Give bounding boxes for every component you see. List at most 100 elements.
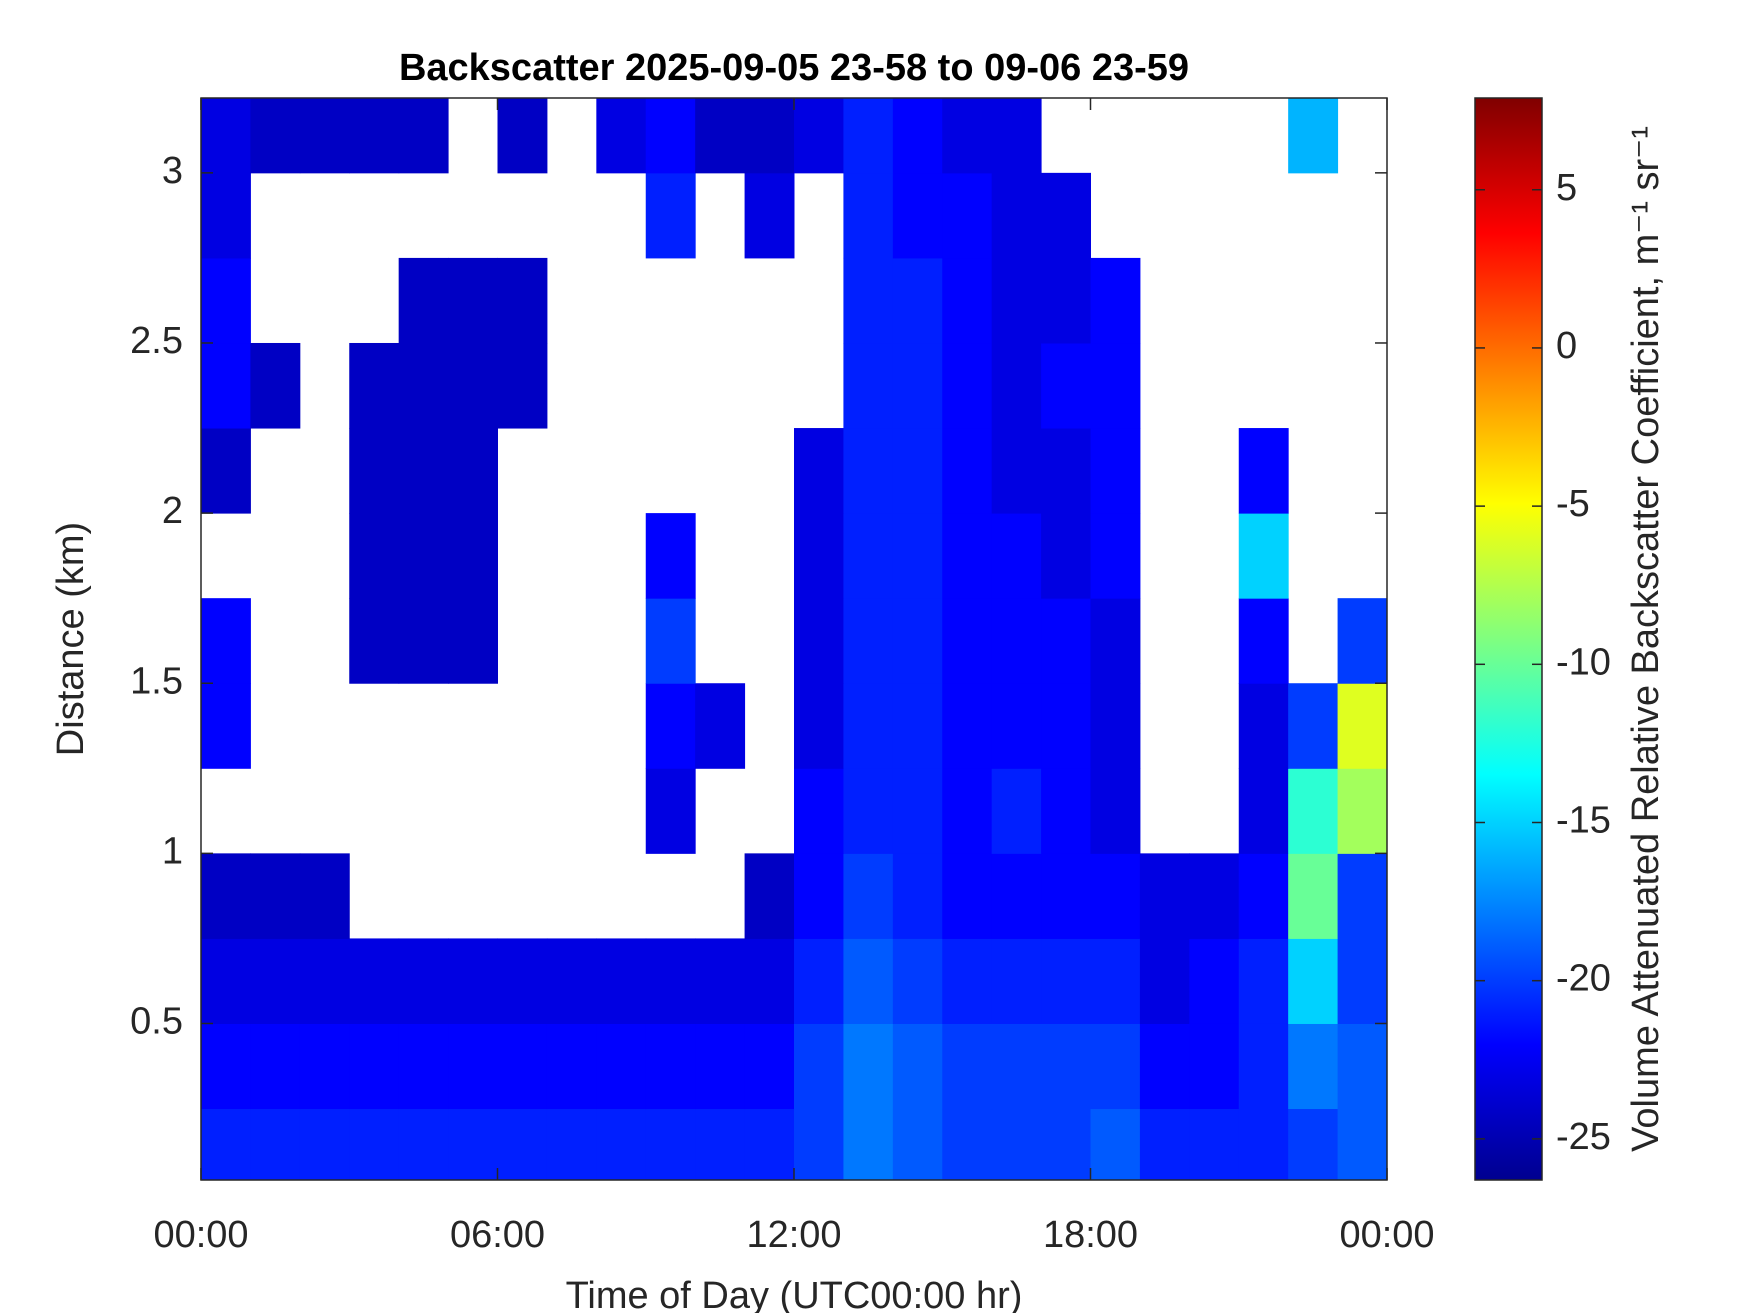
heatmap-cell bbox=[942, 683, 993, 769]
heatmap-cell bbox=[1139, 938, 1190, 1024]
colorbar-tick-label: -20 bbox=[1556, 958, 1611, 1000]
heatmap-cell bbox=[843, 342, 894, 429]
heatmap-cell bbox=[991, 513, 1042, 599]
heatmap-cell bbox=[892, 1108, 943, 1181]
heatmap-cell bbox=[1139, 1023, 1190, 1110]
heatmap-cell bbox=[1041, 683, 1091, 769]
heatmap-cell bbox=[349, 428, 400, 514]
heatmap-cell bbox=[695, 683, 746, 769]
heatmap-cell bbox=[250, 1108, 301, 1181]
heatmap-cell bbox=[1337, 938, 1388, 1024]
heatmap-cell bbox=[349, 938, 400, 1024]
heatmap-cell bbox=[1288, 768, 1339, 854]
heatmap-cell bbox=[744, 98, 795, 174]
heatmap-cell bbox=[201, 598, 251, 684]
heatmap-cell bbox=[398, 342, 449, 429]
heatmap-cell bbox=[448, 1108, 498, 1181]
heatmap-cell bbox=[497, 1108, 548, 1181]
heatmap-cell bbox=[1238, 768, 1289, 854]
colorbar bbox=[1474, 97, 1543, 1181]
heatmap-cell bbox=[794, 428, 844, 514]
heatmap-cell bbox=[398, 257, 449, 344]
heatmap-cell bbox=[843, 683, 894, 769]
heatmap-cell bbox=[1090, 342, 1141, 429]
heatmap-cell bbox=[991, 428, 1042, 514]
heatmap-cell bbox=[794, 98, 844, 174]
heatmap-cell bbox=[1288, 1108, 1339, 1181]
heatmap-cell bbox=[695, 1023, 746, 1110]
y-tick-label: 2.5 bbox=[130, 320, 183, 362]
y-axis-label: Distance (km) bbox=[50, 522, 92, 756]
heatmap-cell bbox=[1041, 1023, 1091, 1110]
heatmap-cell bbox=[991, 342, 1042, 429]
heatmap-cell bbox=[1288, 853, 1339, 939]
y-tick-label: 1.5 bbox=[130, 660, 183, 702]
heatmap-cell bbox=[1337, 683, 1388, 769]
colorbar-tick-label: -25 bbox=[1556, 1116, 1611, 1158]
heatmap-cell bbox=[299, 938, 350, 1024]
heatmap-cell bbox=[546, 1023, 597, 1110]
heatmap-cell bbox=[645, 938, 696, 1024]
heatmap-cell bbox=[991, 98, 1042, 174]
heatmap-cell bbox=[794, 598, 844, 684]
x-tick-label: 00:00 bbox=[1339, 1214, 1434, 1256]
heatmap-cell bbox=[1337, 1023, 1388, 1110]
heatmap-cell bbox=[942, 938, 993, 1024]
heatmap-cell bbox=[201, 1108, 251, 1181]
heatmap-cell bbox=[942, 428, 993, 514]
heatmap-cell bbox=[843, 257, 894, 344]
heatmap-cell bbox=[201, 172, 251, 259]
heatmap-cell bbox=[942, 98, 993, 174]
heatmap-cell bbox=[398, 98, 449, 174]
heatmap-cell bbox=[695, 98, 746, 174]
heatmap-cell bbox=[1238, 1023, 1289, 1110]
heatmap-cell bbox=[794, 1023, 844, 1110]
heatmap-cell bbox=[744, 1108, 795, 1181]
heatmap-cell bbox=[201, 683, 251, 769]
heatmap-cell bbox=[645, 513, 696, 599]
heatmap-cell bbox=[1041, 342, 1091, 429]
heatmap-cell bbox=[1337, 598, 1388, 684]
heatmap-cell bbox=[991, 1108, 1042, 1181]
heatmap-cell bbox=[201, 428, 251, 514]
heatmap-cell bbox=[892, 1023, 943, 1110]
heatmap-cell bbox=[991, 172, 1042, 259]
heatmap-cell bbox=[892, 938, 943, 1024]
heatmap-cell bbox=[546, 1108, 597, 1181]
heatmap-cell bbox=[201, 1023, 251, 1110]
colorbar-tick-label: 0 bbox=[1556, 325, 1577, 367]
heatmap-cell bbox=[991, 1023, 1042, 1110]
heatmap-cell bbox=[892, 853, 943, 939]
heatmap-cell bbox=[794, 683, 844, 769]
heatmap-cell bbox=[1139, 853, 1190, 939]
heatmap-cell bbox=[892, 598, 943, 684]
heatmap-cell bbox=[1041, 428, 1091, 514]
heatmap-cell bbox=[942, 342, 993, 429]
heatmap-cell bbox=[1090, 598, 1141, 684]
heatmap-cell bbox=[349, 513, 400, 599]
heatmap-cell bbox=[744, 172, 795, 259]
heatmap-cell bbox=[892, 342, 943, 429]
x-tick-label: 18:00 bbox=[1043, 1214, 1138, 1256]
heatmap-cell bbox=[843, 428, 894, 514]
heatmap-cell bbox=[596, 98, 647, 174]
heatmap-cell bbox=[645, 172, 696, 259]
heatmap-cell bbox=[1238, 598, 1289, 684]
heatmap-cell bbox=[1189, 1108, 1240, 1181]
x-axis-label: Time of Day (UTC00:00 hr) bbox=[566, 1275, 1023, 1313]
heatmap-cell bbox=[596, 1023, 647, 1110]
heatmap-cell bbox=[1041, 513, 1091, 599]
heatmap-cell bbox=[497, 1023, 548, 1110]
heatmap-cell bbox=[1090, 1108, 1141, 1181]
heatmap-cell bbox=[892, 98, 943, 174]
heatmap-cell bbox=[1041, 768, 1091, 854]
heatmap-cell bbox=[794, 1108, 844, 1181]
heatmap-cell bbox=[843, 1108, 894, 1181]
heatmap-cell bbox=[497, 938, 548, 1024]
heatmap-cell bbox=[349, 342, 400, 429]
heatmap-cell bbox=[991, 938, 1042, 1024]
heatmap-cell bbox=[794, 513, 844, 599]
heatmap-cell bbox=[645, 98, 696, 174]
colorbar-tick-label: 5 bbox=[1556, 167, 1577, 209]
heatmap-cell bbox=[892, 513, 943, 599]
